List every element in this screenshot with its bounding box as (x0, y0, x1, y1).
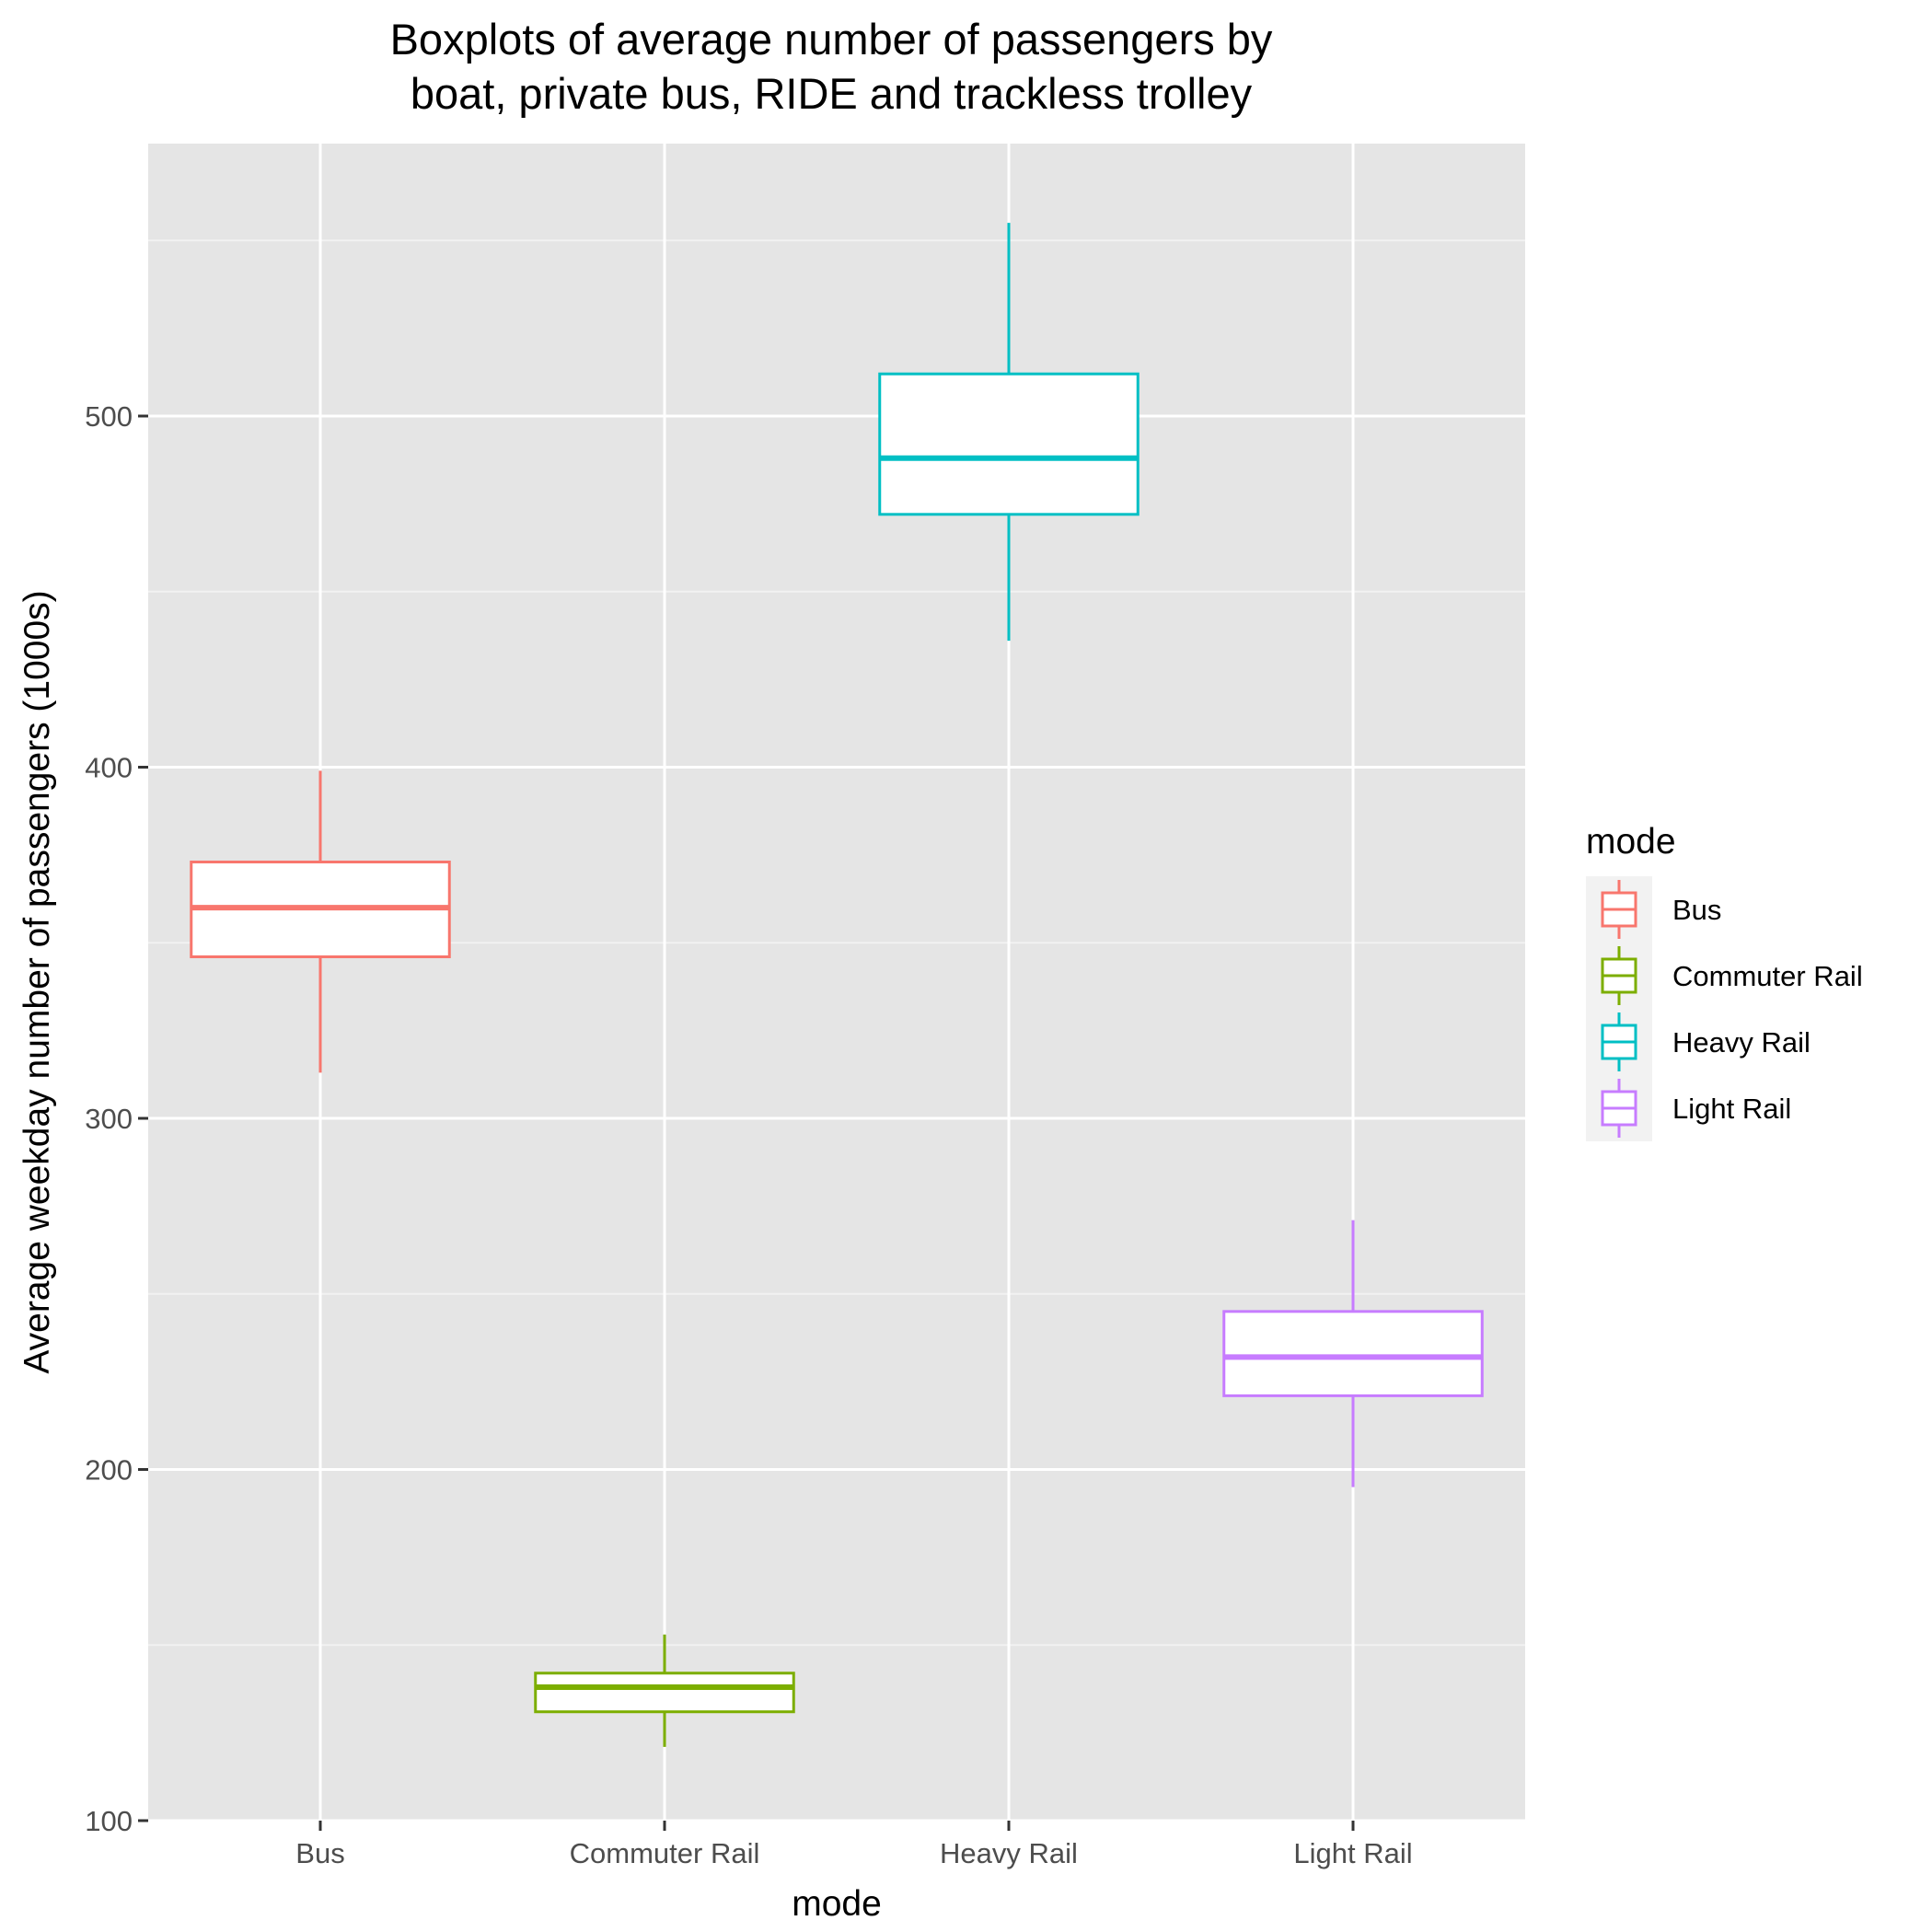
y-tick-label: 500 (85, 400, 133, 433)
iqr-box (534, 1672, 795, 1714)
boxplot-bus (190, 770, 451, 1073)
legend: mode Bus Commuter Rail Heavy Rail Light Rai… (1586, 822, 1863, 1141)
legend-label: Bus (1672, 894, 1721, 926)
chart-title-line-2: boat, private bus, RIDE and trackless tr… (411, 69, 1253, 118)
x-tick-label: Heavy Rail (940, 1837, 1078, 1869)
y-axis: 100 200 300 400 500 (85, 400, 148, 1837)
chart-title-line-1: Boxplots of average number of passengers… (390, 15, 1273, 64)
legend-label: Heavy Rail (1672, 1026, 1811, 1059)
legend-item-bus: Bus (1586, 876, 1721, 943)
plot-panel (148, 144, 1525, 1821)
legend-label: Light Rail (1672, 1093, 1791, 1125)
y-tick-label: 400 (85, 752, 133, 784)
boxplot-light-rail (1222, 1220, 1484, 1487)
y-axis-title: Average weekday number of passengers (10… (17, 590, 57, 1373)
legend-item-commuter-rail: Commuter Rail (1586, 943, 1863, 1009)
legend-label: Commuter Rail (1672, 960, 1863, 992)
boxplots (190, 223, 1484, 1747)
x-tick-label: Bus (295, 1837, 344, 1869)
x-axis-title: mode (792, 1884, 882, 1924)
x-tick-label: Light Rail (1293, 1837, 1412, 1869)
legend-item-light-rail: Light Rail (1586, 1075, 1791, 1141)
boxplot-heavy-rail (878, 223, 1140, 642)
iqr-box (1222, 1310, 1484, 1397)
boxplot-commuter-rail (534, 1634, 795, 1747)
legend-item-heavy-rail: Heavy Rail (1586, 1009, 1811, 1075)
y-tick-label: 300 (85, 1103, 133, 1135)
y-tick-label: 200 (85, 1454, 133, 1487)
x-tick-label: Commuter Rail (570, 1837, 760, 1869)
major-gridlines (148, 144, 1525, 1822)
legend-title: mode (1586, 822, 1676, 862)
iqr-box (878, 372, 1140, 516)
y-tick-label: 100 (85, 1805, 133, 1837)
x-axis: Bus Commuter Rail Heavy Rail Light Rail (295, 1821, 1413, 1869)
